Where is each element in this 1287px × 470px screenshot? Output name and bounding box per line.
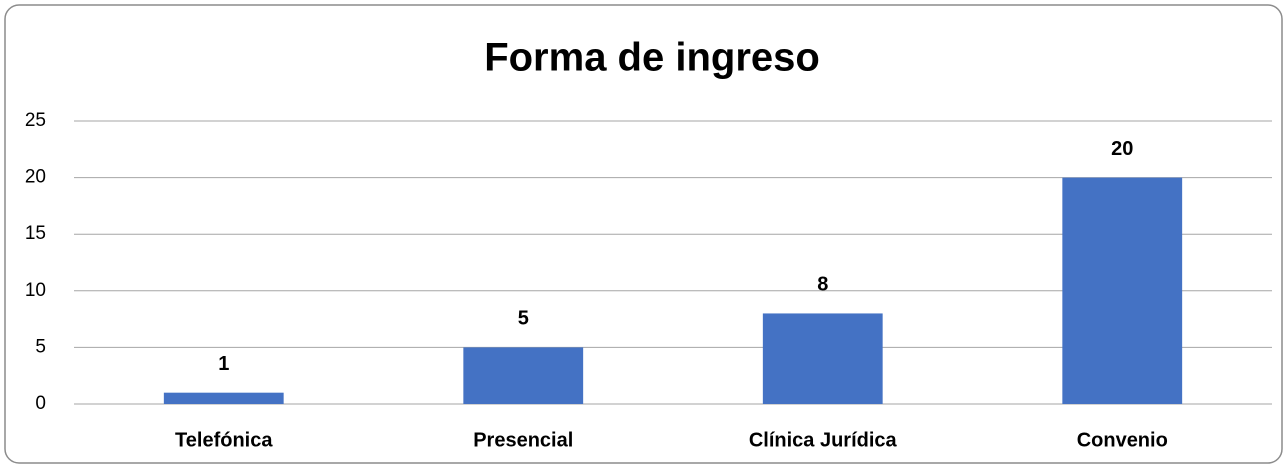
y-tick-label: 20 bbox=[25, 167, 46, 188]
bar bbox=[163, 392, 284, 404]
data-label: 1 bbox=[218, 353, 229, 375]
y-tick-label: 0 bbox=[35, 393, 46, 414]
bar bbox=[463, 347, 584, 404]
x-tick-label: Clínica Jurídica bbox=[749, 429, 898, 451]
data-label: 8 bbox=[817, 274, 828, 296]
x-tick-label: Presencial bbox=[473, 429, 573, 451]
data-label: 20 bbox=[1111, 138, 1133, 160]
bar bbox=[762, 313, 883, 404]
chart-title: Forma de ingreso bbox=[484, 36, 820, 80]
y-tick-label: 10 bbox=[25, 280, 46, 301]
data-label: 5 bbox=[518, 308, 529, 330]
bar bbox=[1062, 177, 1183, 404]
y-tick-label: 15 bbox=[25, 223, 46, 244]
x-tick-label: Telefónica bbox=[175, 429, 273, 451]
y-tick-label: 5 bbox=[35, 336, 46, 357]
y-tick-label: 25 bbox=[25, 110, 46, 131]
x-tick-label: Convenio bbox=[1077, 429, 1168, 451]
